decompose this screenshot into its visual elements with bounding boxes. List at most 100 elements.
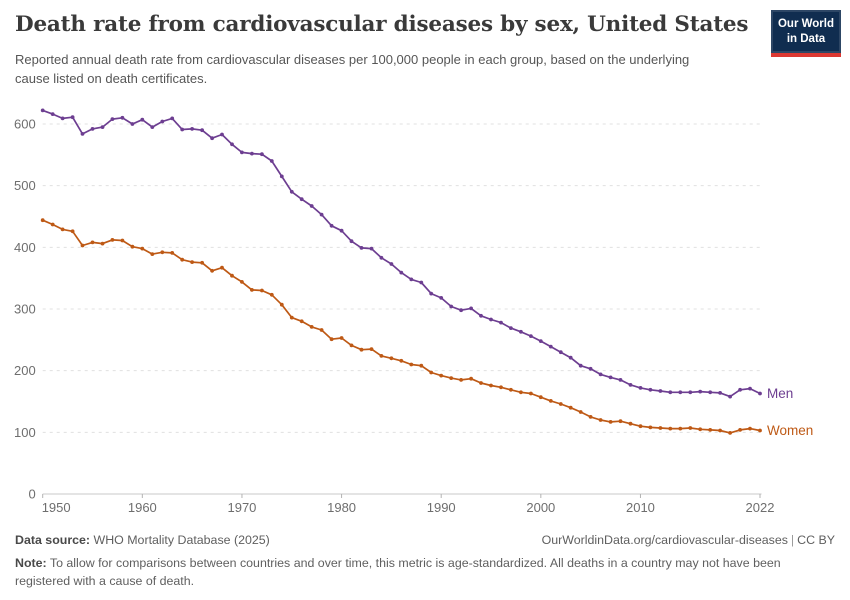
owid-logo-line2: in Data [786, 32, 826, 45]
x-tick-label: 1970 [227, 500, 256, 515]
x-tick-label: 2022 [746, 500, 775, 515]
women-point [379, 354, 384, 358]
women-point [50, 222, 55, 227]
men-point [658, 389, 663, 393]
women-point [250, 288, 254, 292]
men-point [548, 344, 553, 349]
men-point [349, 239, 354, 244]
women-point [220, 265, 224, 270]
men-point [299, 197, 304, 202]
men-point [758, 391, 762, 396]
women-point [548, 399, 553, 403]
men-point [499, 320, 503, 325]
men-point [100, 125, 105, 129]
women-point [758, 428, 762, 433]
women-point [568, 405, 573, 410]
men-point [538, 339, 543, 343]
women-point [200, 260, 205, 265]
men-point [369, 246, 374, 251]
women-point [210, 268, 215, 273]
note-label: Note: [15, 555, 47, 570]
men-series-label: Men [767, 386, 793, 401]
women-point [90, 240, 95, 245]
men-point [359, 246, 364, 250]
women-point [469, 376, 473, 381]
men-point [319, 212, 324, 217]
men-point [479, 313, 483, 318]
y-tick-label: 600 [14, 117, 36, 132]
x-tick-label: 2000 [526, 500, 555, 515]
women-point [598, 418, 603, 422]
chart-footer: Data source: WHO Mortality Database (202… [15, 531, 835, 591]
women-point [100, 241, 105, 246]
women-point [708, 428, 713, 432]
y-tick-label: 400 [14, 240, 36, 255]
men-point [170, 116, 175, 121]
owid-logo[interactable]: Our World in Data [771, 10, 841, 57]
women-point [748, 426, 752, 431]
women-point [439, 373, 444, 378]
women-point [349, 343, 354, 348]
men-point [50, 112, 55, 116]
x-tick-label: 1980 [327, 500, 356, 515]
men-point [230, 142, 234, 147]
data-source: Data source: WHO Mortality Database (202… [15, 531, 270, 550]
women-point [429, 370, 434, 375]
men-point [120, 115, 125, 120]
women-point [110, 238, 115, 242]
women-point [60, 227, 65, 232]
men-point [688, 390, 693, 395]
women-point [718, 428, 722, 433]
women-point [260, 288, 264, 293]
women-series-label: Women [767, 423, 813, 438]
women-point [329, 337, 334, 342]
license-label: CC BY [797, 533, 835, 547]
x-tick-label: 1960 [128, 500, 157, 515]
men-point [409, 277, 414, 282]
men-point [698, 389, 703, 394]
men-point [469, 306, 473, 311]
men-point [459, 308, 463, 313]
women-point [160, 250, 165, 255]
men-point [638, 386, 643, 390]
men-point [578, 363, 583, 368]
women-point [339, 336, 344, 340]
y-tick-label: 500 [14, 178, 36, 193]
men-point [269, 159, 274, 163]
men-point [379, 255, 384, 260]
men-point [489, 317, 493, 322]
women-point [618, 419, 623, 424]
data-source-value: WHO Mortality Database (2025) [93, 533, 270, 547]
men-point [509, 326, 513, 330]
women-point [70, 229, 75, 234]
men-point [389, 262, 394, 266]
women-point [578, 410, 583, 414]
men-point [240, 150, 244, 155]
men-point [558, 350, 563, 355]
men-point [190, 127, 195, 131]
y-tick-label: 100 [14, 425, 36, 440]
line-chart: 0 100 200 300 400 500 600 1950 1960 1970 1980 1990 2… [14, 108, 813, 515]
women-point [170, 251, 175, 255]
men-point [568, 355, 573, 360]
men-point [728, 394, 732, 399]
women-point [509, 387, 513, 392]
women-point [319, 328, 324, 332]
men-point [180, 127, 185, 132]
women-point [369, 347, 374, 351]
men-point [150, 125, 155, 129]
attribution-separator: | [790, 533, 795, 547]
men-point [678, 390, 683, 395]
men-point [449, 304, 454, 309]
page-title: Death rate from cardiovascular diseases … [15, 12, 749, 37]
men-point [130, 122, 135, 126]
men-point [718, 391, 722, 395]
men-point [220, 132, 224, 137]
men-point [90, 127, 95, 131]
men-point [40, 108, 45, 113]
women-point [688, 426, 693, 430]
owid-url-link[interactable]: OurWorldinData.org/cardiovascular-diseas… [541, 533, 788, 547]
women-point [648, 425, 653, 430]
women-point [658, 426, 663, 430]
chart-subtitle: Reported annual death rate from cardiova… [15, 52, 690, 86]
